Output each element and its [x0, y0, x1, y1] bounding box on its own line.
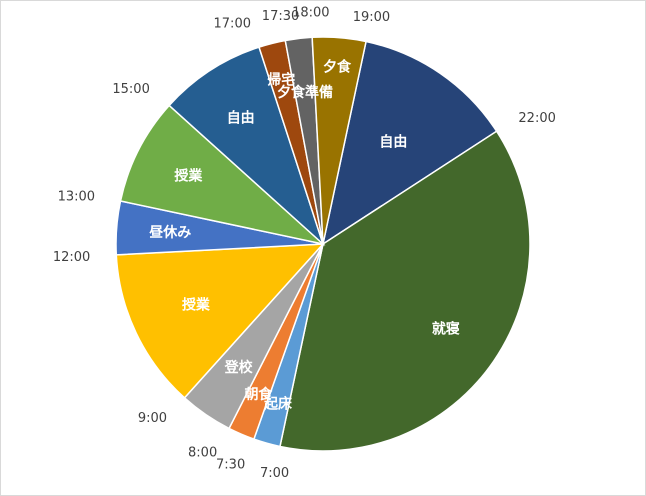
slice-label: 授業 — [174, 167, 203, 184]
pie-slice — [311, 36, 367, 245]
slice-label: 帰宅 — [267, 71, 295, 88]
time-label: 12:00 — [53, 250, 90, 265]
pie-slice — [279, 130, 531, 452]
time-label: 7:30 — [216, 458, 245, 473]
time-label: 22:00 — [518, 111, 555, 126]
slice-label: 夕食準備 — [277, 84, 333, 101]
slice-label: 授業 — [182, 297, 211, 314]
pie-slice — [168, 46, 325, 247]
time-label: 17:00 — [214, 16, 251, 31]
time-label: 17:30 — [262, 9, 299, 24]
time-label: 9:00 — [138, 411, 167, 426]
time-label: 7:00 — [260, 466, 289, 481]
time-label: 8:00 — [188, 446, 217, 461]
slice-label: 登校 — [224, 359, 254, 376]
slice-label: 自由 — [227, 109, 255, 126]
pie-slice — [119, 104, 326, 246]
slices — [115, 36, 531, 452]
pie-slice — [115, 243, 325, 399]
slice-label: 昼休み — [149, 224, 191, 241]
time-label: 13:00 — [58, 190, 95, 205]
slice-label: 朝食 — [244, 386, 273, 403]
time-label: 18:00 — [292, 5, 329, 20]
slice-label: 起床 — [263, 395, 293, 412]
time-labels: 19:00 22:00 7:00 7:308:00 9:00 12:00 13:00 15:0… — [53, 5, 556, 481]
pie-slice — [321, 40, 498, 246]
time-label: 19:00 — [353, 10, 390, 25]
slice-label: 夕食 — [323, 59, 352, 76]
slice-label: 就寝 — [432, 320, 460, 337]
time-label: 15:00 — [112, 82, 149, 97]
slice-label: 自由 — [379, 134, 407, 151]
